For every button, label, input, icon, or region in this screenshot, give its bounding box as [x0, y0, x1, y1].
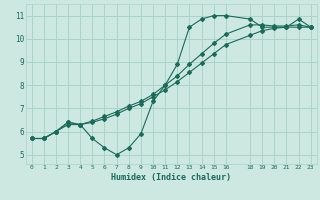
X-axis label: Humidex (Indice chaleur): Humidex (Indice chaleur) — [111, 173, 231, 182]
